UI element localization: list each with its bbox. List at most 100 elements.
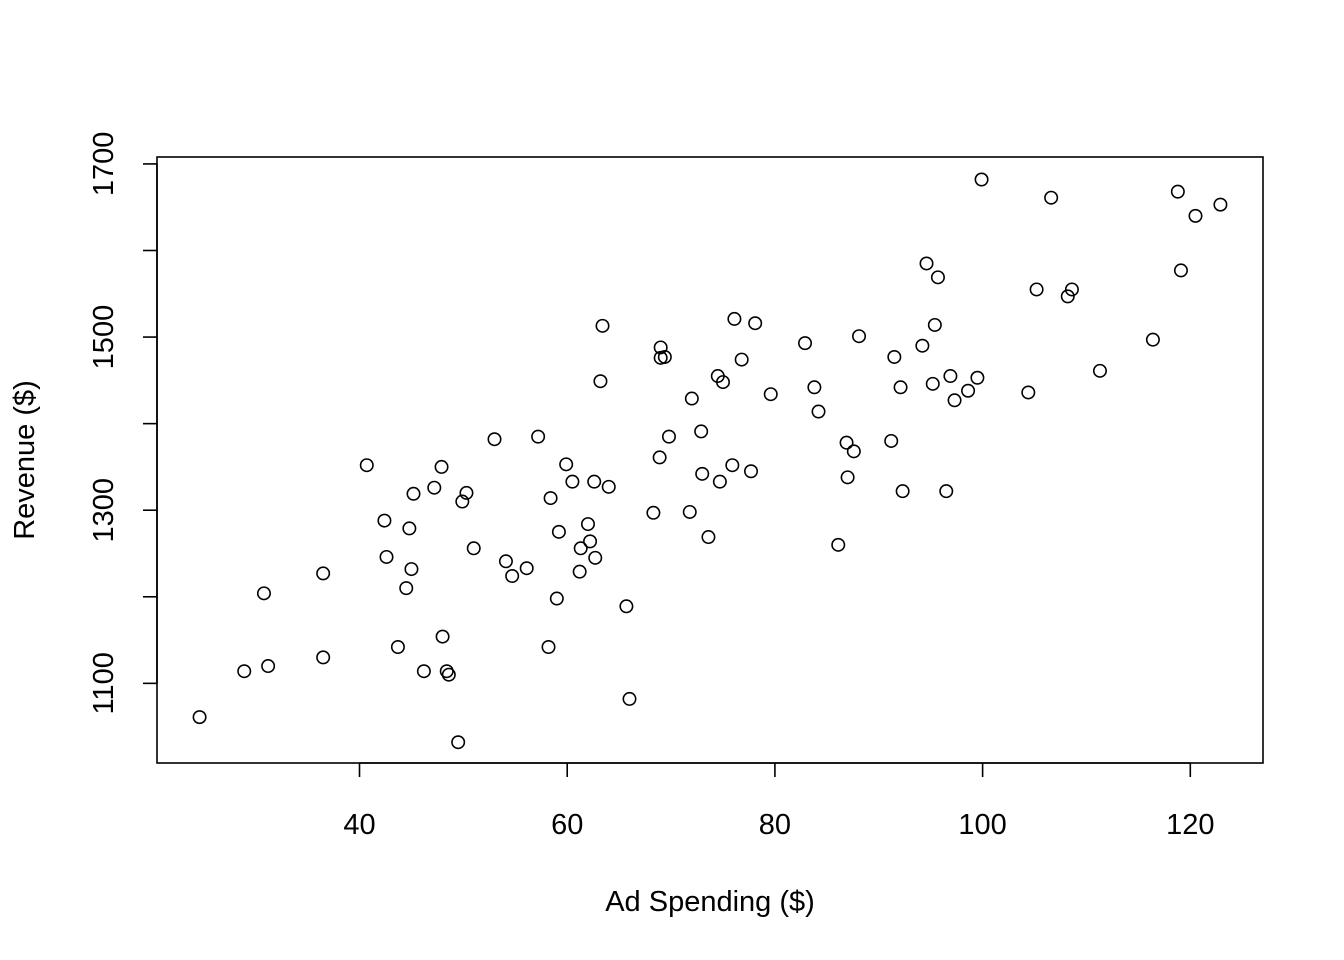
data-point xyxy=(1092,363,1107,378)
x-axis: 40 60 80 100 120 xyxy=(343,762,1215,841)
data-point xyxy=(947,393,962,408)
data-point xyxy=(583,534,598,549)
data-point xyxy=(798,336,813,351)
data-point xyxy=(684,391,699,406)
data-point xyxy=(657,349,672,364)
y-tick-label: 1700 xyxy=(88,132,120,197)
data-point xyxy=(466,541,481,556)
data-point xyxy=(925,376,940,391)
data-point xyxy=(695,466,710,481)
data-point xyxy=(237,664,252,679)
data-point xyxy=(831,537,846,552)
data-point xyxy=(451,735,466,750)
data-point xyxy=(619,599,634,614)
data-point xyxy=(919,256,934,271)
data-point xyxy=(402,521,417,536)
data-point xyxy=(927,317,942,332)
data-point xyxy=(974,172,989,187)
data-point xyxy=(543,491,558,506)
data-point xyxy=(593,374,608,389)
data-point xyxy=(895,484,910,499)
data-point xyxy=(377,513,392,528)
data-point xyxy=(915,338,930,353)
data-point xyxy=(192,710,207,725)
data-point xyxy=(715,375,730,390)
data-point xyxy=(887,349,902,364)
data-point xyxy=(1188,208,1203,223)
data-point xyxy=(943,369,958,384)
data-point xyxy=(811,404,826,419)
data-point xyxy=(256,586,271,601)
data-point xyxy=(652,450,667,465)
data-point xyxy=(839,435,854,450)
data-point xyxy=(441,667,456,682)
data-point xyxy=(930,270,945,285)
data-point xyxy=(1213,197,1228,212)
data-point xyxy=(1044,190,1059,205)
data-point xyxy=(572,564,587,579)
data-point xyxy=(427,480,442,495)
data-point xyxy=(1029,282,1044,297)
data-point xyxy=(744,464,759,479)
data-point xyxy=(653,340,668,355)
data-point xyxy=(531,429,546,444)
data-point xyxy=(455,494,470,509)
data-point xyxy=(712,474,727,489)
x-tick-label: 60 xyxy=(551,809,583,841)
data-point xyxy=(734,352,749,367)
data-point xyxy=(748,316,763,331)
data-point xyxy=(884,433,899,448)
data-point xyxy=(893,380,908,395)
data-point xyxy=(701,530,716,545)
x-axis-label: Ad Spending ($) xyxy=(605,886,815,918)
data-point xyxy=(439,664,454,679)
data-point xyxy=(379,549,394,564)
data-point xyxy=(459,485,474,500)
y-tick-label: 1100 xyxy=(88,652,120,714)
data-point xyxy=(646,505,661,520)
data-point xyxy=(1064,282,1079,297)
data-point xyxy=(565,474,580,489)
data-point xyxy=(316,566,331,581)
data-point xyxy=(435,629,450,644)
data-point xyxy=(961,383,976,398)
y-tick-label: 1300 xyxy=(88,478,120,543)
data-point xyxy=(852,329,867,344)
y-axis: 1100 1300 1500 1700 xyxy=(88,132,158,715)
data-point xyxy=(1021,385,1036,400)
data-point xyxy=(416,664,431,679)
data-point xyxy=(498,554,513,569)
data-point xyxy=(840,470,855,485)
y-axis-label: Revenue ($) xyxy=(9,380,41,540)
data-point xyxy=(694,424,709,439)
data-point xyxy=(846,444,861,459)
data-point xyxy=(1060,289,1075,304)
data-point xyxy=(390,639,405,654)
data-point xyxy=(519,561,534,576)
data-point xyxy=(622,691,637,706)
data-point xyxy=(404,562,419,577)
data-point xyxy=(595,318,610,333)
data-point xyxy=(316,650,331,665)
data-point xyxy=(559,457,574,472)
x-tick-label: 100 xyxy=(958,809,1006,841)
data-point xyxy=(487,432,502,447)
data-point xyxy=(725,458,740,473)
data-point xyxy=(1145,332,1160,347)
data-point xyxy=(549,591,564,606)
data-point xyxy=(763,387,778,402)
data-points xyxy=(192,172,1228,750)
x-tick-label: 120 xyxy=(1166,809,1214,841)
data-point xyxy=(406,486,421,501)
data-point xyxy=(1173,263,1188,278)
x-tick-label: 40 xyxy=(343,809,375,841)
data-point xyxy=(939,484,954,499)
data-point xyxy=(359,458,374,473)
y-tick-label: 1500 xyxy=(88,305,120,370)
data-point xyxy=(505,569,520,584)
data-point xyxy=(261,659,276,674)
data-point xyxy=(580,517,595,532)
data-point xyxy=(661,429,676,444)
data-point xyxy=(970,370,985,385)
